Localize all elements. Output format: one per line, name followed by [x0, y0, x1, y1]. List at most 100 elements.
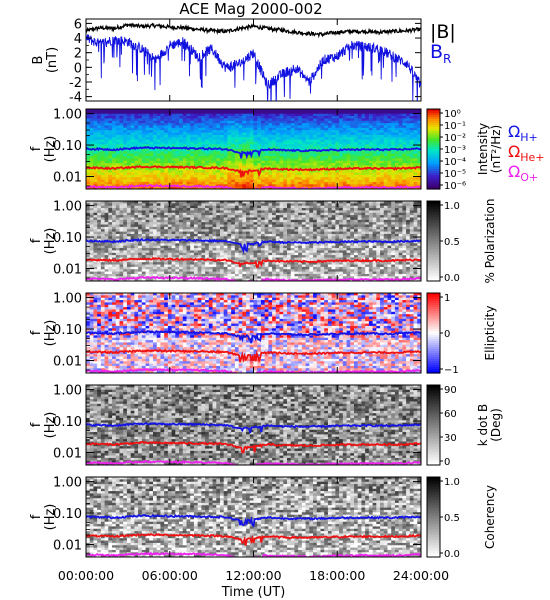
mag-y-tick-label: -2	[69, 76, 82, 91]
freq-tick-label: 0.10	[53, 139, 82, 154]
freq-tick-label: 0.01	[53, 446, 82, 461]
colorbar-tick-label: 10⁻³	[444, 145, 466, 156]
time-axis-label: Time (UT)	[221, 585, 286, 600]
colorbar-unit: (nT²/Hz)	[489, 125, 503, 173]
mag-y-label: B	[31, 56, 46, 65]
kdotb-panel: 1.00 0.10 0.01 f (Hz) 90 60 30 0 k dot B (Deg)	[29, 384, 503, 468]
colorbar-tick-label: 10⁻¹	[444, 121, 466, 132]
kdotb-spectrogram	[86, 385, 421, 465]
freq-tick-label: 0.01	[53, 262, 82, 277]
mag-y-tick-label: -4	[69, 91, 82, 106]
freq-tick-label: 1.00	[53, 476, 82, 491]
time-tick-label: 00:00:00	[58, 568, 114, 583]
colorbar-label: % Polarization	[483, 199, 497, 284]
polarization-colorbar: 1.0 0.5 0.0 % Polarization	[426, 199, 497, 284]
coherency-panel: 1.00 0.10 0.01 f (Hz) 1.0 0.5 0.0 Coherency	[29, 476, 497, 560]
freq-axis-label: f	[29, 422, 44, 427]
mag-y-tick-label: 4	[74, 32, 82, 47]
colorbar-tick-label: 1	[444, 293, 450, 304]
time-axis: 00:00:00 06:00:00 12:00:00 18:00:00 24:00:00…	[58, 568, 449, 600]
colorbar-label: k dot B	[476, 404, 490, 446]
ellipticity-colorbar: 1 0 −1 Ellipticity	[426, 292, 497, 376]
ellipticity-panel: 1.00 0.10 0.01 f (Hz) 1 0 −1 Ellipticity	[29, 292, 497, 376]
gyro-legend-o-plus: ΩO+	[508, 162, 538, 184]
freq-tick-label: 0.10	[53, 415, 82, 430]
colorbar-tick-label: 0	[444, 457, 450, 468]
colorbar-label: Intensity	[476, 123, 490, 175]
colorbar-tick-label: 0	[444, 329, 450, 340]
gyro-line-o-plus	[86, 367, 421, 373]
gyro-line-h-plus	[86, 146, 421, 160]
gyro-legend-h-plus: ΩH+	[508, 122, 538, 144]
mag-y-tick-label: 0	[74, 61, 82, 76]
gyro-line-h-plus	[86, 237, 421, 255]
freq-tick-label: 0.01	[53, 354, 82, 369]
time-tick-label: 24:00:00	[393, 568, 449, 583]
colorbar-tick-label: 30	[444, 433, 457, 444]
freq-tick-label: 0.01	[53, 538, 82, 553]
colorbar-unit: (Deg)	[489, 408, 503, 442]
freq-tick-label: 1.00	[53, 384, 82, 399]
freq-tick-label: 0.10	[53, 323, 82, 338]
freq-tick-label: 1.00	[53, 108, 82, 123]
gyro-line-he-plus	[86, 440, 421, 454]
gyro-line-o-plus	[86, 459, 421, 465]
freq-axis-unit: (Hz)	[43, 504, 58, 531]
freq-axis-label: f	[29, 146, 44, 151]
gyro-line-he-plus	[86, 348, 421, 364]
freq-axis-label: f	[29, 330, 44, 335]
gyro-line-he-plus	[86, 164, 421, 178]
gyro-line-he-plus	[86, 256, 421, 269]
colorbar-tick-label: 10⁻⁶	[444, 181, 466, 192]
coherency-colorbar: 1.0 0.5 0.0 Coherency	[426, 476, 497, 560]
colorbar-tick-label: 90	[444, 385, 457, 396]
legend-b-radial: BR	[430, 41, 451, 66]
colorbar-tick-label: 0.0	[444, 273, 460, 284]
colorbar-tick-label: 10⁻⁵	[444, 169, 466, 180]
colorbar-tick-label: 0.0	[444, 549, 460, 560]
colorbar-tick-label: 10⁻⁴	[444, 157, 466, 168]
mag-y-tick-label: 2	[74, 47, 82, 62]
time-tick-label: 12:00:00	[225, 568, 281, 583]
colorbar-tick-label: 1.0	[444, 477, 460, 488]
kdotb-colorbar: 90 60 30 0 k dot B (Deg)	[426, 384, 503, 468]
freq-axis-unit: (Hz)	[43, 228, 58, 255]
freq-tick-label: 1.00	[53, 200, 82, 215]
colorbar-tick-label: 0.5	[444, 513, 460, 524]
coherency-spectrogram	[86, 477, 421, 557]
freq-axis-unit: (Hz)	[43, 320, 58, 347]
colorbar-tick-label: 10⁻²	[444, 133, 466, 144]
gyro-line-o-plus	[86, 551, 421, 557]
freq-axis-label: f	[29, 238, 44, 243]
gyro-line-h-plus	[86, 329, 421, 344]
colorbar-tick-label: 10⁰	[444, 109, 461, 120]
polarization-panel: 1.00 0.10 0.01 f (Hz) 1.0 0.5 0.0 % Polarization	[29, 199, 497, 284]
time-tick-label: 06:00:00	[142, 568, 198, 583]
intensity-panel: 1.00 0.10 0.01 f (Hz) 10⁰10⁻¹10⁻²10⁻³10⁻⁴10⁻⁵…	[29, 108, 503, 192]
gyro-line-o-plus	[86, 183, 421, 189]
colorbar-label: Coherency	[483, 485, 497, 549]
gyro-legend: ΩH+ΩHe+ΩO+	[508, 122, 545, 184]
freq-tick-label: 1.00	[53, 292, 82, 307]
freq-tick-label: 0.10	[53, 231, 82, 246]
gyro-line-he-plus	[86, 532, 421, 546]
freq-tick-label: 0.01	[53, 170, 82, 185]
time-tick-label: 18:00:00	[309, 568, 365, 583]
freq-tick-label: 0.10	[53, 507, 82, 522]
chart-title: ACE Mag 2000-002	[179, 0, 322, 18]
legend-b-magnitude: |B|	[430, 21, 456, 43]
polarization-spectrogram	[86, 201, 421, 281]
series-b-radial-line	[86, 34, 421, 101]
gyro-line-h-plus	[86, 422, 421, 434]
mag-y-unit: (nT)	[45, 47, 60, 73]
colorbar-tick-label: −1	[444, 365, 459, 376]
ellipticity-spectrogram	[86, 293, 421, 373]
colorbar-tick-label: 0.5	[444, 237, 460, 248]
intensity-spectrogram	[86, 109, 421, 189]
mag-y-tick-label: 6	[74, 17, 82, 32]
colorbar-tick-label: 1.0	[444, 201, 460, 212]
freq-axis-unit: (Hz)	[43, 412, 58, 439]
